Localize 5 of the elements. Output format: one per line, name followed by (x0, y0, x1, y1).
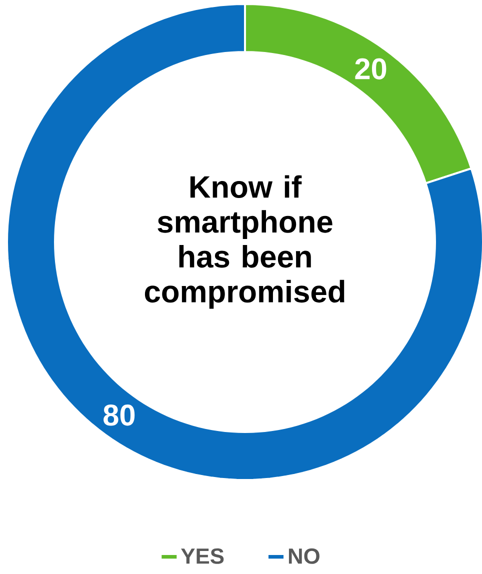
text: Know if smartphone has been compromised (144, 175, 344, 309)
legend-label: YES (181, 548, 224, 564)
data-label: 80 (104, 404, 135, 426)
data-label: 20 (355, 58, 386, 80)
legend-label: NO (288, 548, 320, 564)
